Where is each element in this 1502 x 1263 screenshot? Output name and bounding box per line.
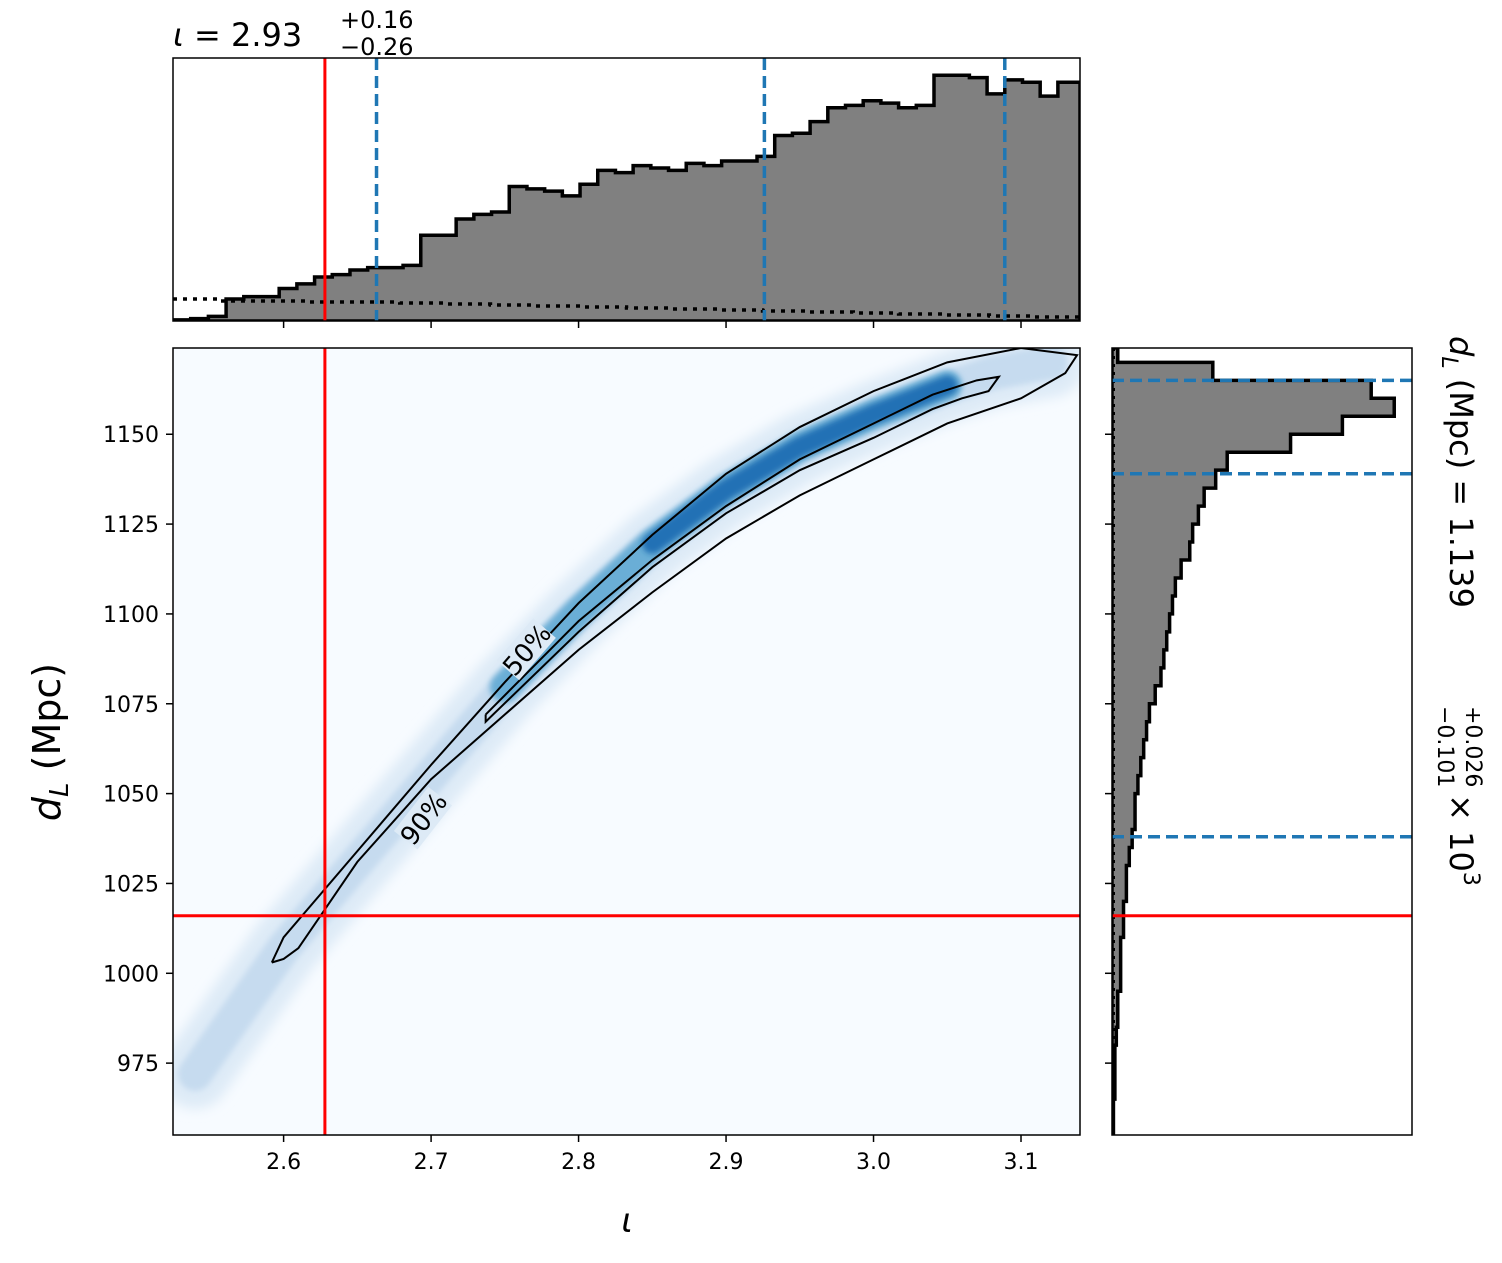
- title-sup: +0.16: [340, 6, 414, 34]
- x-tick-label: 2.7: [414, 1150, 449, 1175]
- y-tick-label: 1100: [103, 603, 159, 628]
- joint-ticks: 2.6 2.7 2.8 2.9 3.0 3.1 975 1000 1025 1050 1075 110…: [103, 423, 1039, 1175]
- contour-label-50-bg: [496, 618, 556, 681]
- right-panel-frame: [1111, 347, 1413, 1136]
- right-hist-fill: [1112, 348, 1395, 1135]
- right-marginal-panel: dL (Mpc) = 1.139 +0.026 −0.101 × 103: [1105, 336, 1485, 1136]
- svg-text:+0.026: +0.026: [1460, 706, 1485, 787]
- joint-density: 50%90%: [173, 348, 1080, 1135]
- contour-label-90-bg: [393, 786, 452, 850]
- x-tick-label: 3.1: [1004, 1150, 1039, 1175]
- density-peak: [642, 375, 958, 554]
- right-histogram: [1112, 348, 1412, 1135]
- top-panel-frame: [172, 57, 1081, 322]
- top-hist-fill: [173, 75, 1080, 321]
- svg-text:dL (Mpc) = 1.139: dL (Mpc) = 1.139: [1436, 336, 1480, 608]
- svg-text:× 103: × 103: [1442, 784, 1483, 886]
- right-marginal-title: dL (Mpc) = 1.139 +0.026 −0.101 × 103: [1432, 336, 1485, 886]
- y-tick-label: 1125: [103, 513, 159, 538]
- contour-90: [270, 348, 1079, 964]
- joint-panel-frame: [172, 347, 1081, 1136]
- top-x-ticks: [282, 321, 1022, 328]
- top-prior-line: [173, 297, 1080, 319]
- top-histogram: [173, 58, 1080, 321]
- top-marginal-title: ι = 2.93: [173, 16, 302, 54]
- y-tick-label: 975: [117, 1052, 159, 1077]
- y-axis-label: dL (Mpc): [25, 663, 75, 821]
- x-tick-label: 2.6: [266, 1150, 301, 1175]
- joint-panel: 50%90% 2.6 2.7 2.8 2.9 3.0 3.1 975 1000 1025 1050…: [25, 347, 1081, 1241]
- x-tick-label: 2.9: [709, 1150, 744, 1175]
- y-tick-label: 1050: [103, 783, 159, 808]
- y-tick-label: 1025: [103, 872, 159, 897]
- svg-text:−0.101: −0.101: [1432, 706, 1457, 787]
- top-marginal-panel: ι = 2.93 +0.16 −0.26: [172, 6, 1081, 328]
- y-tick-label: 1000: [103, 962, 159, 987]
- y-tick-label: 1150: [103, 423, 159, 448]
- y-tick-label: 1075: [103, 693, 159, 718]
- x-tick-label: 3.0: [856, 1150, 891, 1175]
- contour-50: [484, 375, 1002, 725]
- joint-background: [173, 348, 1080, 1135]
- x-axis-label: ι: [621, 1201, 633, 1241]
- x-tick-label: 2.8: [561, 1150, 596, 1175]
- right-y-ticks: [1105, 433, 1112, 1064]
- right-hist-outline: [1112, 348, 1396, 1135]
- title-iota-symbol: ι: [173, 16, 184, 54]
- title-value: 2.93: [231, 16, 302, 54]
- title-sub: −0.26: [340, 33, 414, 61]
